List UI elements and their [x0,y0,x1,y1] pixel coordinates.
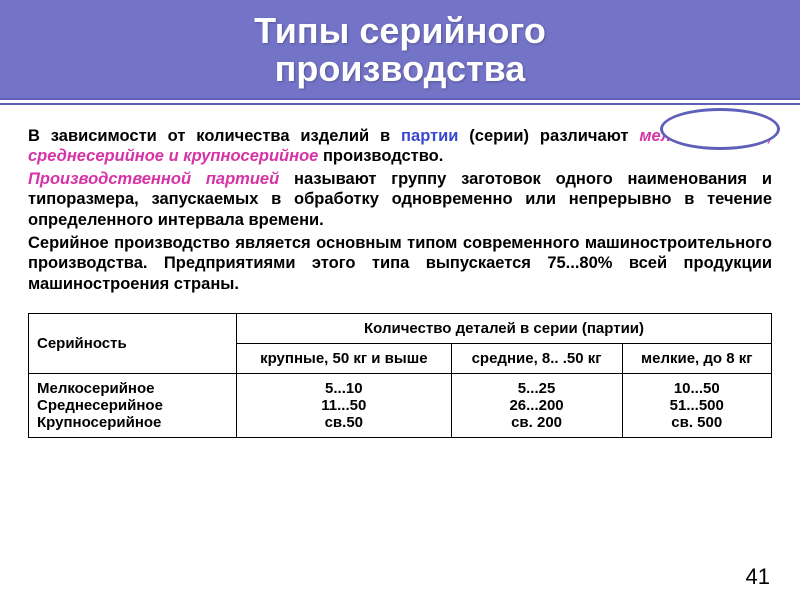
data-table: Серийность Количество деталей в серии (п… [28,313,772,438]
cell-c33: св. 500 [671,414,722,431]
row-labels: Мелкосерийное Среднесерийное Крупносерий… [29,373,237,437]
label-large-series: Крупносерийное [37,414,161,431]
sub-small: мелкие, до 8 кг [622,343,771,373]
sub-large: крупные, 50 кг и выше [237,343,452,373]
decorative-ellipse [660,108,780,150]
cell-c21: 11...50 [321,397,366,414]
col-medium-values: 5...25 26...200 св. 200 [451,373,622,437]
page-number: 41 [746,564,770,590]
sub-medium: средние, 8.. .50 кг [451,343,622,373]
paragraph-3: Серийное производство является основным … [28,233,772,295]
hdr-count: Количество деталей в серии (партии) [237,313,772,343]
col-large-values: 5...10 11...50 св.50 [237,373,452,437]
cell-c22: 26...200 [509,397,563,414]
title-line-1: Типы серийного [254,10,546,51]
title-line-2: производства [275,48,526,89]
cell-c23: 51...500 [670,397,724,414]
p1-blue: партии [401,127,458,145]
cell-c11: 5...10 [325,380,363,397]
cell-c32: св. 200 [511,414,562,431]
slide-title: Типы серийного производства [0,12,800,88]
p2-magenta: Производственной партией [28,170,279,188]
cell-c13: 10...50 [674,380,720,397]
paragraph-2: Производственной партией называют группу… [28,169,772,231]
p1-text-c: (серии) различают [458,127,639,145]
cell-c12: 5...25 [518,380,556,397]
label-small-series: Мелкосерийное [37,380,155,397]
col-small-values: 10...50 51...500 св. 500 [622,373,771,437]
content-area: В зависимости от количества изделий в па… [0,116,800,438]
p1-text-e: производство. [318,147,443,165]
title-band: Типы серийного производства [0,0,800,98]
p1-text-a: В зависимости от количества изделий в [28,127,401,145]
label-med-series: Среднесерийное [37,397,163,414]
hdr-seriality: Серийность [29,313,237,373]
cell-c31: св.50 [325,414,363,431]
